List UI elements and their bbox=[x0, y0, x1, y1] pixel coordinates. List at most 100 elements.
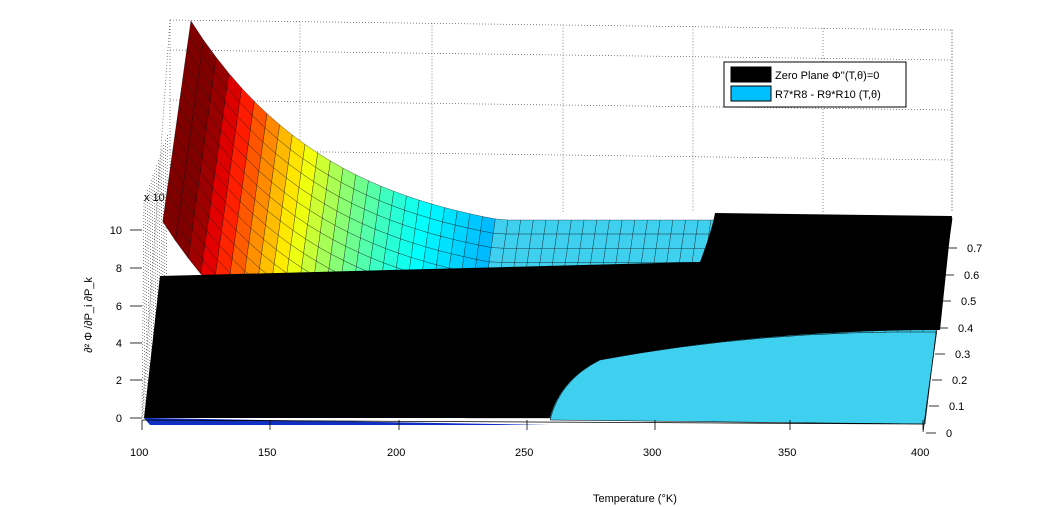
zero-plane bbox=[144, 213, 952, 425]
surface-cell bbox=[451, 239, 467, 257]
theta-tick-label: 0.5 bbox=[961, 296, 976, 308]
grid-line bbox=[143, 194, 147, 419]
surface-cell bbox=[489, 247, 505, 263]
theta-tick-label: 0.3 bbox=[955, 349, 970, 361]
y-tick-label: 6 bbox=[116, 301, 122, 313]
surface-lower-region bbox=[549, 331, 937, 425]
x-tick-label: 400 bbox=[911, 447, 929, 459]
surface-cell bbox=[594, 219, 610, 235]
surface-cell bbox=[617, 233, 633, 249]
surface-cell bbox=[658, 219, 674, 235]
zero-plane-shape bbox=[144, 213, 952, 418]
theta-tick-label: 0.4 bbox=[958, 323, 973, 335]
surface-cell bbox=[567, 233, 583, 249]
surface-cell bbox=[581, 219, 597, 235]
surface-cell bbox=[579, 233, 595, 249]
surface-cell bbox=[569, 219, 585, 235]
surface-cell bbox=[514, 248, 530, 263]
surface-cell bbox=[541, 233, 557, 249]
surface-cell bbox=[552, 248, 568, 263]
theta-tick-label: 0.1 bbox=[949, 401, 964, 413]
surface-cell bbox=[619, 219, 636, 235]
surface-cell bbox=[641, 248, 657, 263]
grid-line bbox=[145, 189, 148, 419]
surface-cell bbox=[480, 216, 496, 234]
surface-cell bbox=[668, 233, 684, 249]
legend-label-zero-plane: Zero Plane Φ''(T,θ)=0 bbox=[775, 70, 879, 82]
surface-cell bbox=[605, 233, 621, 249]
surface-cell bbox=[655, 233, 672, 249]
y-tick-label: 8 bbox=[116, 263, 122, 275]
surface-cell bbox=[565, 248, 581, 263]
surface-cell bbox=[531, 219, 547, 235]
x-axis-line bbox=[141, 419, 924, 425]
surface-cell bbox=[554, 233, 570, 249]
legend-swatch-surface bbox=[730, 85, 772, 102]
surface-cell bbox=[527, 248, 543, 263]
x-tick-label: 250 bbox=[515, 447, 533, 459]
x-tick-label: 150 bbox=[258, 447, 276, 459]
surface-cell bbox=[696, 219, 712, 235]
surface-cell bbox=[543, 219, 559, 235]
theta-tick-label: 0.6 bbox=[964, 270, 979, 282]
surface-cell bbox=[505, 219, 521, 235]
surface-cell bbox=[645, 219, 661, 235]
surface-cell bbox=[491, 233, 507, 249]
box-edge bbox=[141, 19, 171, 419]
surface-cell bbox=[577, 248, 593, 263]
surface-cell bbox=[478, 230, 494, 248]
surface-low-strip bbox=[144, 418, 550, 425]
surface-cell bbox=[632, 219, 648, 235]
box-edge bbox=[169, 19, 953, 31]
surface-cell bbox=[683, 219, 699, 235]
surface-cell bbox=[603, 248, 619, 263]
y-tick-label: 0 bbox=[116, 413, 122, 425]
x-tick-label: 300 bbox=[643, 447, 661, 459]
grid-line bbox=[169, 149, 953, 161]
surface-cell bbox=[653, 248, 669, 263]
x-tick-label: 200 bbox=[387, 447, 405, 459]
grid-line bbox=[169, 49, 953, 61]
surface-cell bbox=[590, 248, 606, 263]
legend-swatch-zero-plane bbox=[730, 66, 772, 83]
legend-label-surface: R7*R8 - R9*R10 (T,θ) bbox=[775, 89, 881, 101]
surface-cell bbox=[679, 248, 695, 263]
surface-cell bbox=[493, 218, 509, 235]
theta-tick-label: 0 bbox=[946, 428, 952, 440]
surface-cell bbox=[539, 248, 555, 263]
surface-cell bbox=[518, 219, 534, 235]
x-tick-label: 350 bbox=[778, 447, 796, 459]
grid-line bbox=[169, 99, 953, 111]
grid-line bbox=[161, 144, 165, 419]
theta-tick-label: 0.7 bbox=[967, 243, 982, 255]
grid-line bbox=[141, 199, 145, 419]
y-tick-label: 10 bbox=[110, 225, 122, 237]
surface-cell bbox=[476, 244, 492, 263]
surface-cell bbox=[465, 227, 481, 246]
surface-cell bbox=[628, 248, 644, 263]
surface-cell bbox=[670, 219, 686, 235]
theta-axis-line bbox=[922, 217, 953, 433]
y-axis-label: ∂² Φ /∂P_i ∂P_k bbox=[83, 277, 95, 353]
surface-cell bbox=[463, 242, 479, 260]
y-axis-multiplier: x 10 bbox=[144, 192, 165, 204]
surface-cell bbox=[556, 219, 572, 235]
x-tick-label: 100 bbox=[130, 447, 148, 459]
grid-line bbox=[156, 159, 159, 419]
surface-cell bbox=[630, 233, 646, 249]
y-tick-label: 4 bbox=[116, 338, 122, 350]
surface-cell bbox=[516, 233, 532, 249]
legend: Zero Plane Φ''(T,θ)=0 R7*R8 - R9*R10 (T,… bbox=[723, 61, 907, 108]
surface-cell bbox=[467, 213, 483, 231]
surface-cell bbox=[503, 233, 519, 249]
x-axis-label: Temperature (°K) bbox=[593, 493, 677, 505]
surface-cell bbox=[615, 248, 631, 263]
surface-cell bbox=[529, 233, 545, 249]
axes-ticks: 100 150 200 250 300 350 400024681000.10.20.30.… bbox=[110, 217, 982, 459]
theta-tick-label: 0.2 bbox=[952, 375, 967, 387]
y-tick-label: 2 bbox=[116, 375, 122, 387]
surface-cell bbox=[681, 233, 697, 249]
surface-cell bbox=[607, 219, 623, 235]
surface-cell bbox=[501, 248, 517, 263]
